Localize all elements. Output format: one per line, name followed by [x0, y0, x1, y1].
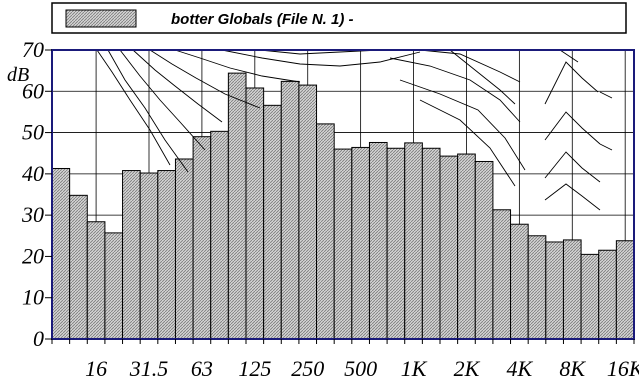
x-tick-label: 500 [344, 356, 377, 381]
y-tick-label: 30 [21, 202, 44, 227]
loudness-curve [599, 143, 613, 151]
bar [333, 148, 353, 340]
y-axis-unit: dB [7, 64, 29, 86]
x-axis: 16 31.5 63 125 250 500 1K 2K 4K 8K 16K [51, 339, 639, 381]
bar [421, 147, 441, 340]
y-tick-label: 70 [22, 37, 44, 62]
bar [598, 249, 617, 340]
legend-label: botter Globals (File N. 1) - [171, 11, 354, 28]
x-tick-label: 125 [238, 356, 271, 381]
loudness-curve [174, 49, 301, 83]
bar [316, 123, 335, 340]
loudness-curve [449, 49, 516, 105]
bar [210, 130, 229, 340]
bar [615, 240, 635, 340]
y-tick-label: 50 [22, 120, 44, 145]
legend-frame [51, 2, 627, 34]
plot-border [51, 49, 635, 340]
loudness-curve [149, 49, 261, 109]
bar [351, 146, 370, 340]
bar [439, 155, 459, 340]
y-tick-label: 20 [22, 243, 44, 268]
bar [69, 194, 88, 340]
x-tick-label: 1K [401, 356, 428, 381]
y-tick-label: 40 [22, 161, 44, 186]
plot-frame [51, 49, 635, 340]
x-tick-label: 8K [559, 356, 586, 381]
bar [263, 104, 282, 340]
x-tick-label: 63 [191, 356, 213, 381]
loudness-curve [389, 57, 521, 123]
loudness-curve [544, 111, 601, 145]
bar [192, 136, 212, 340]
bar [580, 253, 600, 340]
x-tick-label: 2K [454, 356, 481, 381]
bar [457, 153, 476, 340]
bar [545, 241, 564, 340]
bar [157, 170, 176, 340]
y-axis: 0 10 20 30 40 50 60 70 [21, 37, 52, 351]
x-tick-label: 16K [607, 356, 639, 381]
loudness-curve [399, 79, 526, 171]
loudness-curve [419, 99, 516, 187]
bar [227, 72, 247, 340]
legend: botter Globals (File N. 1) - [51, 2, 627, 34]
x-tick-label: 31.5 [129, 356, 169, 381]
bar [298, 84, 318, 340]
bars [51, 72, 635, 340]
y-tick-label: 60 [22, 78, 44, 103]
bar [492, 209, 512, 340]
bar [139, 172, 159, 340]
loudness-curve [221, 49, 421, 67]
loudness-curve [544, 183, 601, 211]
bar [280, 80, 300, 340]
loudness-curve [96, 49, 171, 166]
bar [404, 142, 423, 340]
loudness-curve [559, 49, 579, 63]
bar [104, 232, 124, 340]
y-tick-label: 10 [22, 285, 44, 310]
bar [174, 158, 194, 340]
bar [562, 239, 582, 340]
bar [245, 87, 265, 340]
loudness-curve [599, 91, 613, 99]
loudness-curve [107, 49, 189, 173]
bar [86, 221, 106, 340]
bar [368, 141, 388, 340]
loudness-curve [544, 61, 599, 105]
x-tick-label: 250 [291, 356, 324, 381]
x-tick-label: 16 [85, 356, 107, 381]
bar [122, 170, 141, 340]
y-tick-label: 0 [33, 326, 44, 351]
bar [474, 160, 494, 340]
loudness-curve [544, 151, 601, 183]
bar [510, 223, 529, 340]
loudness-curve [119, 49, 206, 151]
loudness-curve [132, 49, 223, 123]
bar [51, 167, 71, 340]
x-tick-label: 4K [507, 356, 534, 381]
legend-swatch [65, 9, 137, 28]
bar [527, 235, 547, 340]
bar [386, 147, 406, 340]
